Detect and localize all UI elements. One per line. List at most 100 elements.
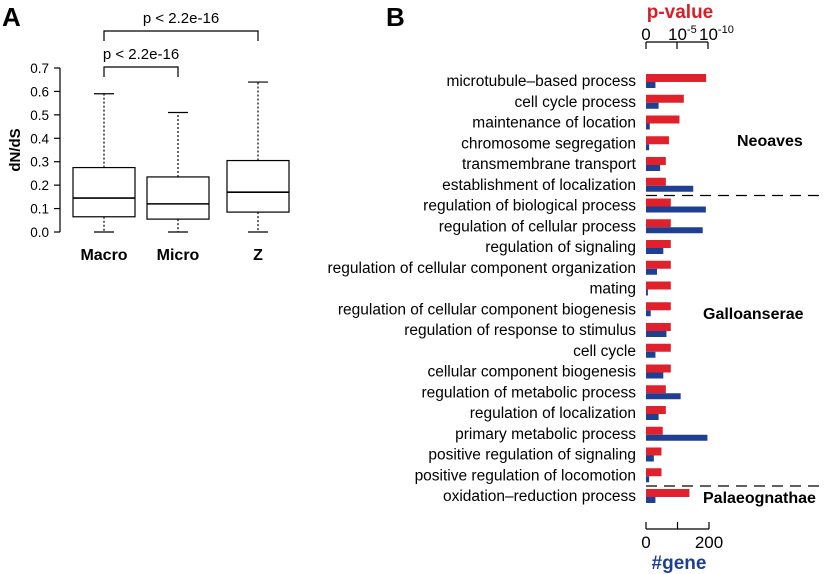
x-axis-labels: Macro Micro Z xyxy=(80,247,263,264)
x-label-z: Z xyxy=(253,247,263,264)
bar-pair xyxy=(646,489,690,503)
box-macro xyxy=(72,93,136,233)
category-label: regulation of signaling xyxy=(485,239,636,256)
bar-pair xyxy=(646,94,684,109)
category-label: chromosome segregation xyxy=(461,135,636,152)
p-value-bar xyxy=(646,198,671,207)
y-tick-label: 0.6 xyxy=(30,84,49,99)
iqr-box xyxy=(146,176,210,220)
bar-pair xyxy=(646,240,671,254)
p-value-label: p < 2.2e-16 xyxy=(143,10,219,27)
gene-count-bar xyxy=(646,351,656,358)
p-value-bar xyxy=(646,468,662,477)
bar-pair xyxy=(646,364,671,379)
group-label-neoaves: Neoaves xyxy=(737,133,803,150)
bracket-line xyxy=(103,66,179,77)
bar-pair xyxy=(646,136,669,151)
p-value-bar xyxy=(646,74,707,82)
gene-count-bar xyxy=(646,144,650,151)
y-axis: 0.0 0.1 0.2 0.3 0.4 0.5 0.6 0.7 xyxy=(30,61,61,240)
category-label: regulation of biological process xyxy=(423,198,636,215)
category-label: positive regulation of signaling xyxy=(428,447,636,464)
p-value-bar xyxy=(646,385,666,394)
gene-count-bar xyxy=(646,123,650,130)
gene-count-bar xyxy=(646,82,656,88)
gene-count-bar xyxy=(646,393,681,400)
panel-b-barchart: B p-value 0 10-5 10-10 microtubule–based p… xyxy=(328,2,824,574)
bar-pair xyxy=(646,177,694,192)
top-axis: 0 10-5 10-10 xyxy=(641,24,734,49)
iqr-box xyxy=(226,159,290,213)
y-tick-label: 0.7 xyxy=(30,61,49,76)
gene-count-bar xyxy=(646,476,650,483)
gene-count-bar xyxy=(646,455,654,462)
category-label: mating xyxy=(589,281,636,298)
y-tick-label: 0.3 xyxy=(30,155,49,170)
p-value-bar xyxy=(646,260,671,269)
p-value-label: p < 2.2e-16 xyxy=(103,46,179,63)
category-label: regulation of cellular process xyxy=(439,218,637,235)
p-value-bar xyxy=(646,219,671,228)
p-value-bar xyxy=(646,343,671,352)
x-label-macro: Macro xyxy=(80,247,127,264)
iqr-box xyxy=(72,166,136,218)
gene-count-bar xyxy=(646,248,664,254)
p-value-bar xyxy=(646,447,662,456)
y-tick-label: 0.0 xyxy=(30,225,49,240)
bar-pair xyxy=(646,323,671,337)
box-z xyxy=(226,81,290,233)
top-axis-label: p-value xyxy=(647,2,714,23)
gene-count-bar xyxy=(646,268,658,275)
box-micro xyxy=(146,111,210,233)
bar-pair xyxy=(646,343,671,358)
bar-pair xyxy=(646,157,666,171)
p-value-bar xyxy=(646,302,671,311)
category-label: regulation of cellular component organiz… xyxy=(328,260,636,277)
category-label: maintenance of location xyxy=(472,115,636,132)
bar-pair xyxy=(646,385,681,400)
panel-a-boxplot: A dN/dS 0.0 0.1 0.2 0.3 0.4 0.5 0.6 0.7 Macro Mi… xyxy=(2,2,290,264)
significance-annotations: p < 2.2e-16 p < 2.2e-16 xyxy=(103,10,259,77)
top-axis-tick-label: 10-5 xyxy=(668,24,697,44)
p-value-bar xyxy=(646,406,666,414)
group-label-palaeognathae: Palaeognathae xyxy=(703,490,816,507)
gene-count-bar xyxy=(646,414,659,420)
y-tick-label: 0.2 xyxy=(30,178,49,193)
bar-pair xyxy=(646,115,680,130)
category-label: cellular component biogenesis xyxy=(427,364,636,381)
p-value-bar xyxy=(646,240,671,248)
p-value-bar xyxy=(646,281,671,290)
y-tick-label: 0.5 xyxy=(30,108,49,123)
bar-pair xyxy=(646,281,671,296)
top-axis-tick-label: 0 xyxy=(641,25,650,44)
category-label: establishment of localization xyxy=(442,177,636,194)
bracket-line xyxy=(103,30,259,41)
panel-a-letter: A xyxy=(2,2,21,32)
bar-pair xyxy=(646,302,671,317)
gene-count-bar xyxy=(646,185,694,192)
bar-pair xyxy=(646,406,666,420)
group-separators: Neoaves Galloanserae Palaeognathae xyxy=(646,133,824,507)
y-axis-label: dN/dS xyxy=(7,128,24,171)
p-value-bar xyxy=(646,115,680,124)
bar-pair xyxy=(646,468,662,483)
boxes xyxy=(72,81,290,233)
p-value-bar xyxy=(646,177,666,186)
category-label: microtubule–based process xyxy=(446,73,636,90)
category-label: regulation of localization xyxy=(470,405,636,422)
p-value-bar xyxy=(646,157,666,165)
bar-pair xyxy=(646,74,707,88)
category-label: primary metabolic process xyxy=(455,426,636,443)
p-value-bar xyxy=(646,136,669,145)
bar-pair xyxy=(646,219,703,234)
gene-count-bar xyxy=(646,331,667,337)
bars xyxy=(646,74,708,503)
gene-count-bar xyxy=(646,497,656,503)
p-value-bar xyxy=(646,323,671,331)
x-label-micro: Micro xyxy=(157,247,200,264)
bar-pair xyxy=(646,198,706,213)
group-label-galloanserae: Galloanserae xyxy=(703,306,804,323)
gene-count-bar xyxy=(646,372,664,379)
bottom-axis-tick-label: 0 xyxy=(641,533,650,552)
